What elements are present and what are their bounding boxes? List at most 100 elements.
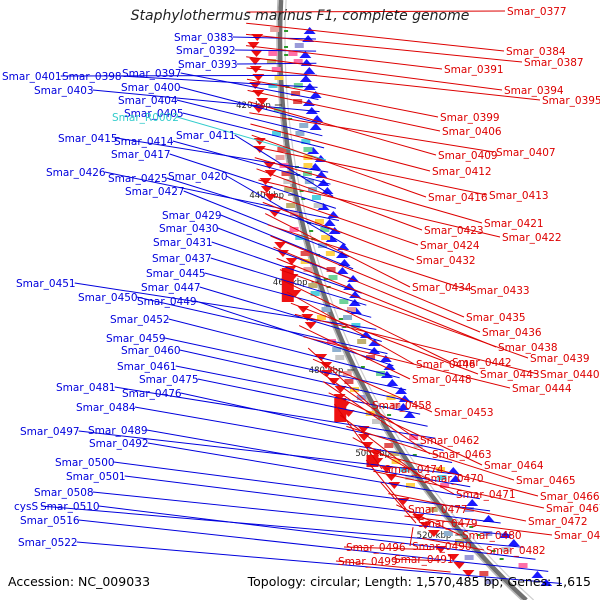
label-leader-line <box>226 175 346 246</box>
feature-box <box>308 283 318 288</box>
gene-arrow-reverse <box>252 106 265 113</box>
label-leader-line <box>267 224 469 291</box>
gene-label-right: Smar_0435 <box>466 312 526 324</box>
gene-arrow-reverse <box>380 466 393 473</box>
label-leader-line <box>60 74 317 77</box>
feature-box <box>326 267 336 272</box>
feature-box <box>283 179 293 184</box>
gene-arrow-forward <box>307 147 320 154</box>
gene-label-left: Smar_0431 <box>153 237 213 249</box>
gene-label-left: Smar_0383 <box>174 32 234 44</box>
feature-box <box>273 107 283 112</box>
small-feature <box>476 534 481 536</box>
feature-box <box>405 475 415 480</box>
gene-label-left: Smar_0476 <box>122 388 182 400</box>
small-feature <box>387 414 392 416</box>
gene-label-left: Smar_0497 <box>20 426 80 438</box>
gene-arrow-forward <box>397 403 410 410</box>
gene-arrow-reverse <box>304 322 317 329</box>
gene-label-left: Smar_0429 <box>162 210 222 222</box>
gene-label-left: Smar_0397 <box>122 68 182 80</box>
label-leader-line <box>172 140 331 185</box>
gene-label-right: Smar_0473 <box>554 530 600 542</box>
feature-box <box>428 507 438 512</box>
gene-label-right: Smar_0458 <box>372 400 432 412</box>
gene-label-right: Smar_0462 <box>420 435 480 447</box>
label-leader-line <box>346 425 515 481</box>
label-leader-line <box>276 257 497 348</box>
gene-label-right: Smar_0465 <box>516 475 576 487</box>
feature-box <box>302 171 312 176</box>
label-leader-line <box>124 475 501 524</box>
gene-label-left: Smar_0508 <box>34 487 94 499</box>
feature-box <box>293 83 303 88</box>
label-leader-line <box>78 519 549 572</box>
map-title: Staphylothermus marinus F1, complete gen… <box>130 8 470 24</box>
label-leader-line <box>388 493 527 522</box>
label-leader-line <box>246 10 506 13</box>
small-feature <box>284 46 289 48</box>
feature-box <box>372 419 382 424</box>
label-leader-line <box>294 313 539 375</box>
label-leader-line <box>113 461 491 512</box>
label-leader-line <box>147 442 481 500</box>
label-leader-line <box>211 241 362 294</box>
gene-arrow-reverse <box>249 58 262 65</box>
gene-arrow-forward <box>447 467 460 474</box>
gene-label-right: Smar_0433 <box>470 285 530 297</box>
gene-arrow-reverse <box>285 258 298 265</box>
gene-label-left: Smar_0449 <box>137 296 197 308</box>
gene-label-left: Smar_0427 <box>125 186 185 198</box>
feature-box <box>501 547 511 552</box>
label-leader-line <box>253 145 488 196</box>
label-leader-line <box>169 153 337 209</box>
feature-box <box>391 403 401 408</box>
gene-label-right: Smar_0407 <box>496 147 556 159</box>
gene-arrow-forward <box>348 299 361 306</box>
label-leader-line <box>391 558 441 562</box>
feature-box <box>400 467 410 472</box>
gene-arrow-forward <box>299 75 312 82</box>
gene-label-right: Smar_0479 <box>418 518 478 530</box>
small-feature <box>469 526 474 528</box>
label-leader-line <box>248 101 437 156</box>
gene-label-left: Smar_0460 <box>121 345 181 357</box>
small-feature <box>323 278 328 280</box>
gene-arrow-forward <box>386 379 399 386</box>
label-leader-line <box>166 177 343 234</box>
gene-label-left: Smar_0484 <box>76 402 136 414</box>
small-feature <box>499 558 504 560</box>
label-leader-line <box>136 296 388 355</box>
feature-box <box>332 347 342 352</box>
gene-label-right: Smar_0387 <box>524 57 584 69</box>
feature-box <box>299 123 309 128</box>
small-feature <box>309 230 314 232</box>
feature-box <box>325 251 335 256</box>
label-leader-line <box>283 280 451 363</box>
gene-label-left: Smar_0447 <box>141 282 201 294</box>
label-leader-line <box>260 190 419 246</box>
feature-box <box>303 147 313 152</box>
gene-arrow-forward <box>309 163 322 170</box>
gene-arrow-forward <box>507 539 520 546</box>
feature-box <box>344 379 354 384</box>
label-leader-line <box>146 429 471 488</box>
label-leader-line <box>303 336 511 389</box>
gene-label-right: Smar_0413 <box>489 190 549 202</box>
gene-label-right: Smar_0467 <box>546 503 600 515</box>
label-leader-line <box>246 56 503 91</box>
gene-label-right: Smar_0409 <box>438 150 498 162</box>
gene-label-left: Smar_0414 <box>114 136 174 148</box>
feature-box <box>268 83 278 88</box>
label-leader-line <box>258 179 501 238</box>
label-leader-line <box>182 112 325 149</box>
feature-box <box>293 99 303 104</box>
gene-arrow-forward <box>309 123 322 130</box>
gene-label-right: Smar_0440 <box>540 369 600 381</box>
gene-label-left: Smar_0492 <box>89 438 149 450</box>
gene-label-left: Smar_0437 <box>152 253 212 265</box>
feature-box <box>346 307 356 312</box>
gene-arrow-forward <box>325 235 338 242</box>
feature-box <box>281 171 291 176</box>
